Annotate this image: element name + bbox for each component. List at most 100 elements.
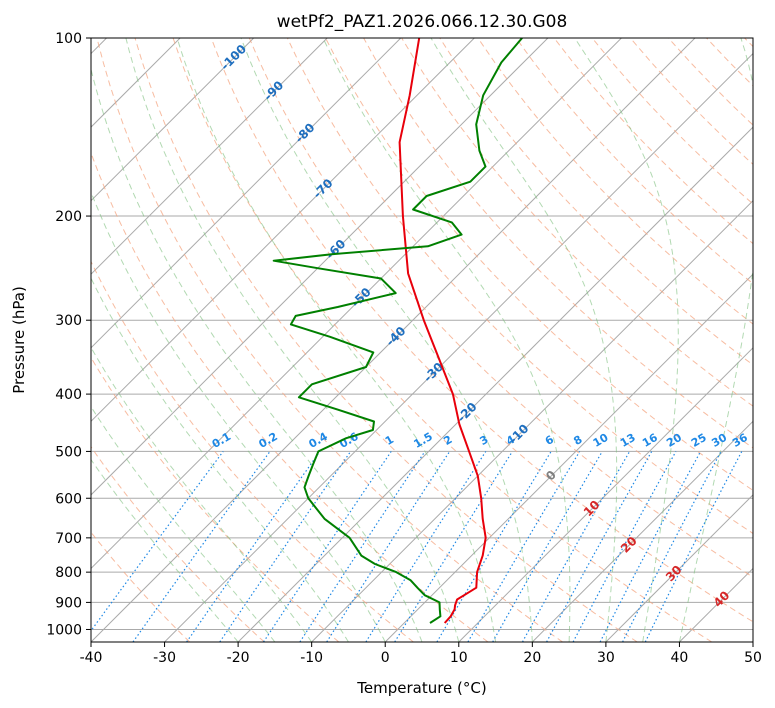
x-tick-label: 20 — [523, 650, 541, 666]
mixing-ratio-line — [644, 451, 743, 642]
dewpoint-line — [272, 38, 523, 624]
dry-adiabat — [325, 38, 753, 491]
x-tick-label: 10 — [450, 650, 468, 666]
moist-adiabat — [574, 38, 679, 642]
dry-adiabat — [286, 38, 753, 535]
mixing-ratio-label: 3 — [477, 433, 490, 448]
dry-adiabat — [553, 38, 753, 245]
dry-adiabat — [668, 38, 753, 126]
isotherm-gridline — [91, 38, 622, 570]
mixing-ratio-line — [299, 451, 426, 642]
y-tick-label: 600 — [55, 491, 82, 507]
dry-adiabat — [744, 38, 753, 48]
mixing-ratio-label: 0.1 — [210, 430, 233, 451]
temperature-line — [398, 38, 487, 624]
isotherm-gridline — [164, 52, 753, 642]
x-axis-label: Temperature (°C) — [356, 679, 486, 697]
chart-title: wetPf2_PAZ1.2026.066.12.30.G08 — [277, 12, 568, 32]
mixing-ratio-line — [599, 451, 702, 642]
isotherm-gridline — [91, 38, 402, 349]
y-tick-label: 300 — [55, 313, 82, 329]
background-lines — [91, 38, 753, 642]
isotherm-gridline — [91, 38, 475, 423]
dry-adiabat — [515, 38, 753, 285]
isotherm-gridline — [531, 420, 753, 642]
moist-adiabat — [91, 346, 313, 642]
y-tick-label: 700 — [55, 531, 82, 547]
mixing-ratio-line — [186, 451, 321, 642]
y-tick-label: 800 — [55, 565, 82, 581]
mixing-ratio-line — [262, 451, 392, 642]
mixing-ratio-label: 13 — [618, 431, 638, 450]
mixing-ratio-label: 1 — [383, 433, 396, 448]
mixing-ratio-line — [521, 451, 631, 642]
x-tick-label: 40 — [671, 650, 689, 666]
moist-adiabat — [91, 190, 386, 642]
moist-adiabat — [91, 277, 349, 642]
moist-adiabat — [91, 458, 239, 642]
y-tick-label: 100 — [55, 31, 82, 47]
isotherm-gridline — [311, 199, 753, 642]
dry-adiabat — [91, 445, 265, 642]
moist-adiabat — [176, 38, 497, 642]
mixing-ratio-label: 16 — [640, 431, 660, 450]
mixing-ratio-label: 8 — [571, 433, 584, 448]
moist-adiabat — [240, 38, 533, 642]
x-tick-label: -30 — [153, 650, 176, 666]
moist-adiabat — [125, 38, 460, 642]
moist-adiabat — [678, 38, 753, 642]
dry-adiabat — [91, 356, 340, 642]
mixing-ratio-line — [365, 451, 487, 642]
dry-adiabat — [172, 38, 713, 642]
isotherm-gridline — [679, 567, 753, 642]
x-tick-label: -10 — [300, 650, 323, 666]
isotherm-gridline — [91, 38, 255, 202]
isotherm-gridline — [237, 126, 753, 642]
dry-adiabat — [96, 38, 563, 642]
dry-adiabat — [134, 38, 638, 642]
dry-adiabat — [91, 151, 489, 642]
x-tick-label: -20 — [227, 650, 250, 666]
mixing-ratio-line — [326, 451, 451, 642]
mixing-ratio-line — [132, 451, 271, 642]
x-tick-label: -40 — [80, 650, 103, 666]
profiles — [272, 38, 523, 624]
mixing-ratio-label: 30 — [709, 431, 729, 450]
dry-adiabat — [91, 531, 191, 642]
y-tick-label: 900 — [55, 595, 82, 611]
dry-adiabat — [210, 38, 753, 623]
dry-adiabat — [248, 38, 753, 578]
mixing-ratio-line — [546, 451, 653, 642]
mixing-ratio-label: 1.5 — [411, 430, 434, 451]
x-axis: -40 -30 -20 -10 0 10 20 30 40 50 — [80, 642, 762, 666]
isotherm-gridline — [605, 494, 753, 642]
mixing-ratio-label: 36 — [730, 431, 750, 450]
mixing-ratio-line — [219, 451, 352, 642]
y-tick-label: 1000 — [46, 622, 82, 638]
y-tick-label: 500 — [55, 444, 82, 460]
y-axis-label: Pressure (hPa) — [10, 286, 28, 394]
mixing-ratio-line — [91, 451, 224, 632]
isotherm-gridline — [752, 641, 753, 642]
mixing-ratio-label: 0.2 — [257, 430, 280, 451]
mixing-ratio-line — [394, 451, 513, 642]
moist-adiabat — [430, 38, 618, 642]
y-axis: 100 200 300 400 500 600 700 800 900 1000 — [46, 31, 91, 638]
x-tick-label: 30 — [597, 650, 615, 666]
moist-adiabat — [322, 38, 571, 642]
mixing-ratio-line — [572, 451, 677, 642]
moist-adiabat — [91, 405, 276, 642]
moist-adiabat — [91, 67, 423, 642]
isotherm-gridline — [458, 347, 753, 642]
mixing-ratio-label: 2 — [441, 433, 454, 448]
x-tick-label: 0 — [381, 650, 390, 666]
mixing-ratio-line — [436, 451, 552, 642]
plot-frame — [90, 37, 754, 643]
y-tick-label: 400 — [55, 387, 82, 403]
dry-adiabat — [91, 260, 414, 642]
isotherm-gridline — [91, 38, 549, 496]
dry-adiabat — [591, 38, 753, 205]
isotherm-gridline — [384, 273, 753, 642]
x-tick-label: 50 — [744, 650, 762, 666]
